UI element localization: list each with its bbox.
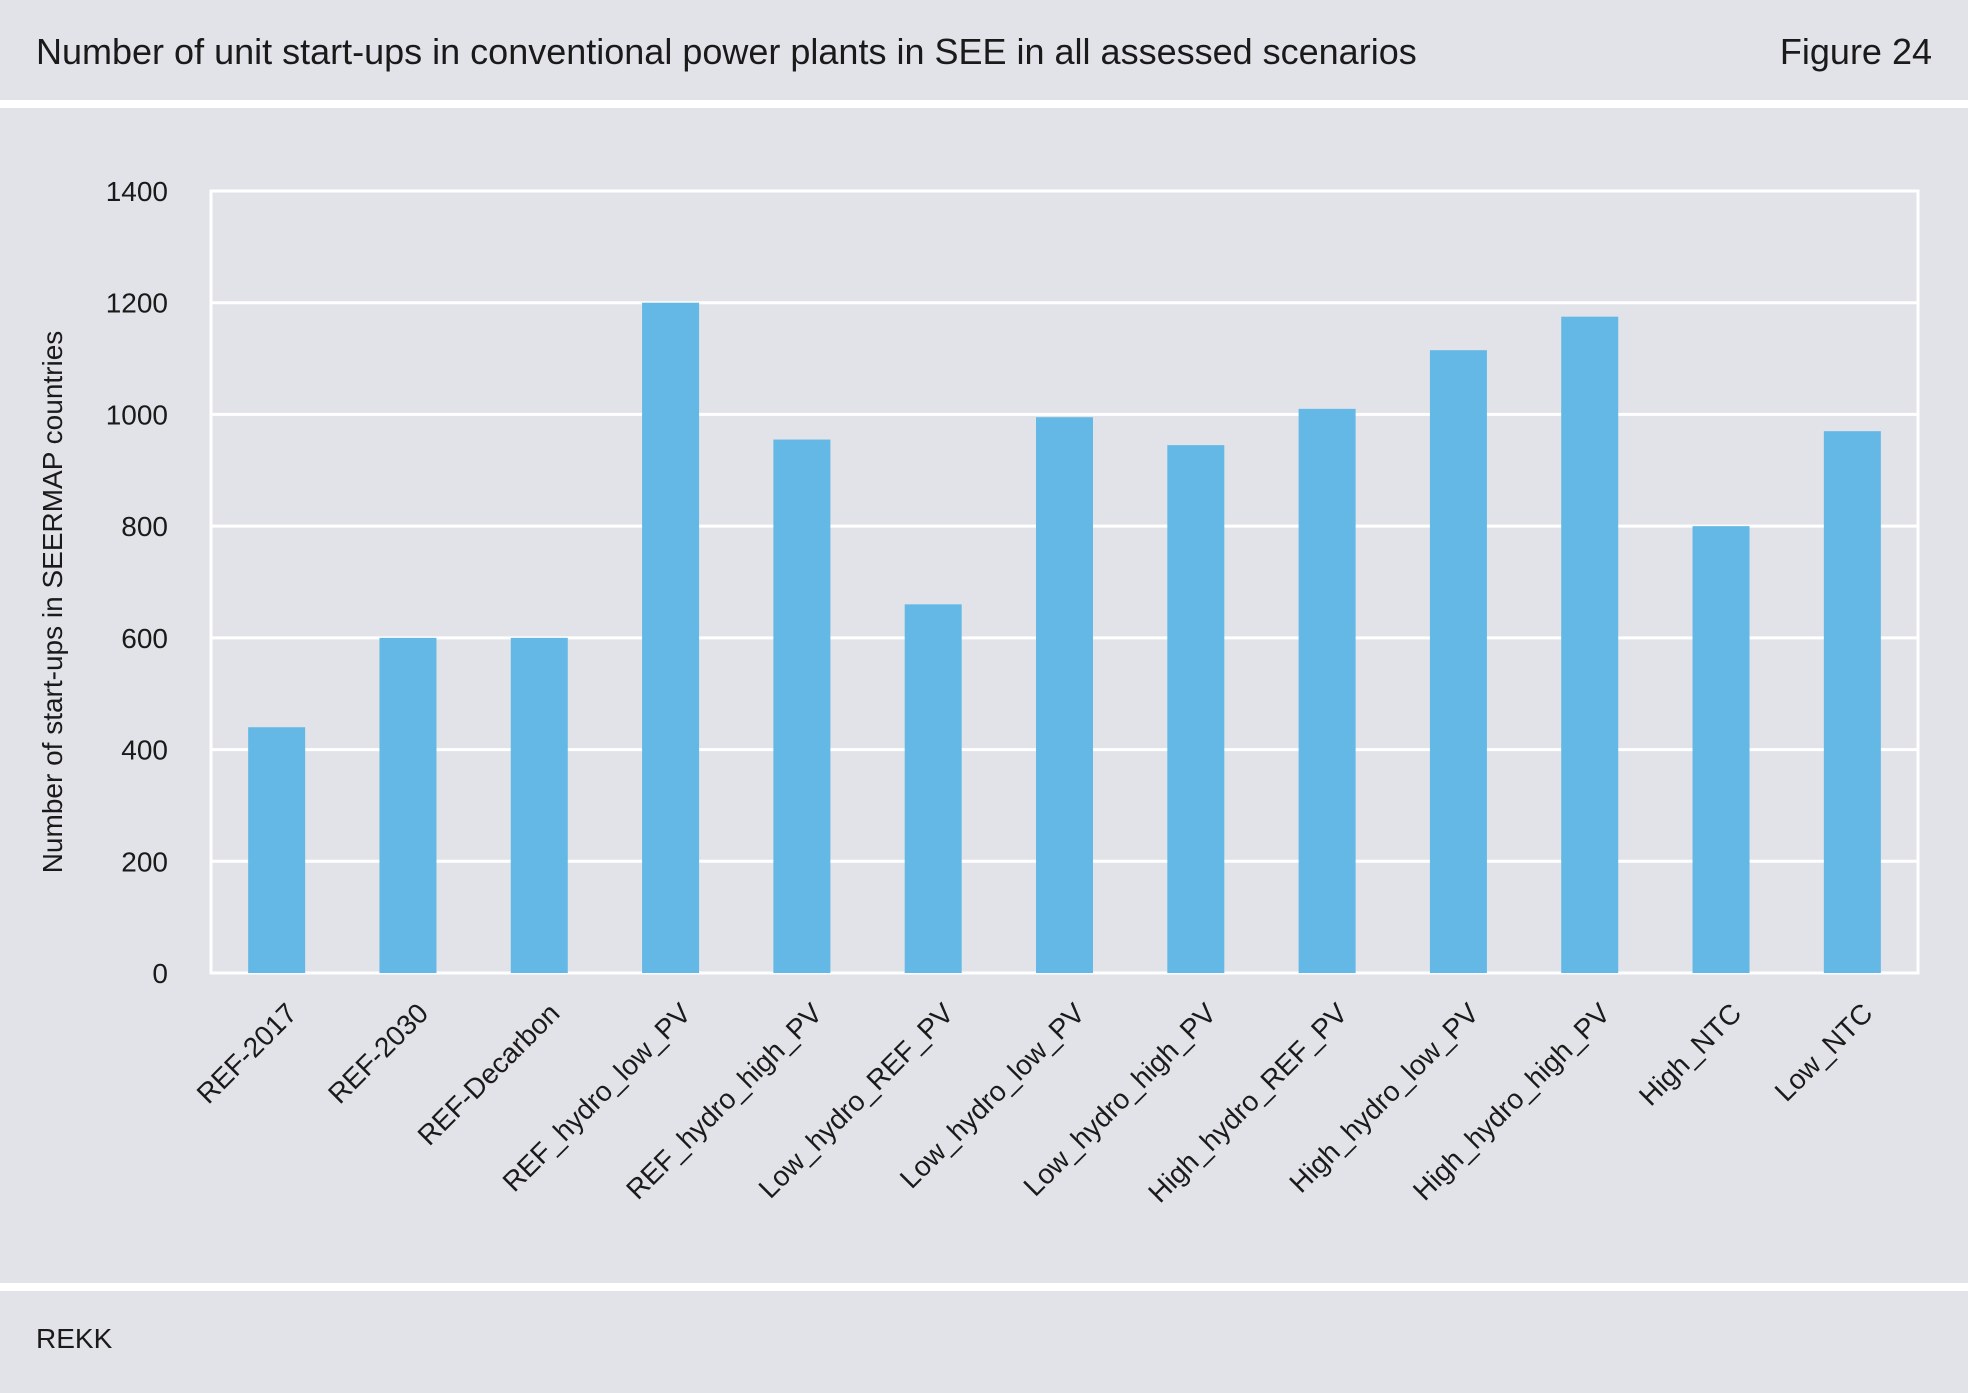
bar bbox=[1298, 408, 1356, 973]
bar bbox=[1823, 431, 1881, 974]
chart-panel: 0 200 400 600 800 1000 1200 1400 REF-2017 REF-20… bbox=[0, 108, 1968, 1283]
y-axis-label: Number of start-ups in SEERMAP countries bbox=[37, 331, 68, 874]
y-tick-label: 600 bbox=[121, 623, 168, 654]
y-tick-label: 1400 bbox=[106, 176, 168, 207]
bar-chart: 0 200 400 600 800 1000 1200 1400 REF-2017 REF-20… bbox=[37, 176, 1920, 1209]
x-tick-labels: REF-2017 REF-2030REF-DecarbonREF_hydro_lo… bbox=[191, 997, 1879, 1208]
x-tick-label: REF-2030 bbox=[322, 997, 434, 1109]
bar bbox=[248, 727, 306, 973]
bar bbox=[510, 637, 568, 973]
chart-title: Number of unit start-ups in conventional… bbox=[36, 31, 1417, 72]
y-tick-label: 1200 bbox=[106, 288, 168, 319]
figure-label: Figure 24 bbox=[1779, 31, 1932, 72]
x-tick-label: REF-Decarbon bbox=[412, 997, 566, 1151]
y-tick-label: 400 bbox=[121, 735, 168, 766]
bar bbox=[1429, 350, 1487, 973]
x-tick-label: Low_NTC bbox=[1769, 997, 1879, 1107]
bar bbox=[642, 302, 700, 973]
y-tick-label: 800 bbox=[121, 511, 168, 542]
bar bbox=[1692, 526, 1750, 973]
header: Number of unit start-ups in conventional… bbox=[0, 0, 1968, 100]
x-tick-label: High_NTC bbox=[1633, 997, 1747, 1111]
bar bbox=[379, 637, 437, 973]
footer: REKK bbox=[0, 1291, 1968, 1393]
y-tick-label: 1000 bbox=[106, 399, 168, 430]
x-tick-label: REF-2017 bbox=[191, 997, 303, 1109]
bar bbox=[1036, 417, 1093, 973]
y-tick-label: 0 bbox=[152, 958, 168, 989]
bar bbox=[1561, 316, 1619, 973]
bar bbox=[1167, 445, 1225, 973]
bar bbox=[773, 439, 831, 973]
bar-layer bbox=[248, 302, 1881, 974]
bar bbox=[904, 604, 962, 973]
y-tick-label: 200 bbox=[121, 846, 168, 877]
source-label: REKK bbox=[36, 1323, 113, 1354]
y-tick-labels: 0 200 400 600 800 1000 1200 1400 bbox=[106, 176, 168, 989]
